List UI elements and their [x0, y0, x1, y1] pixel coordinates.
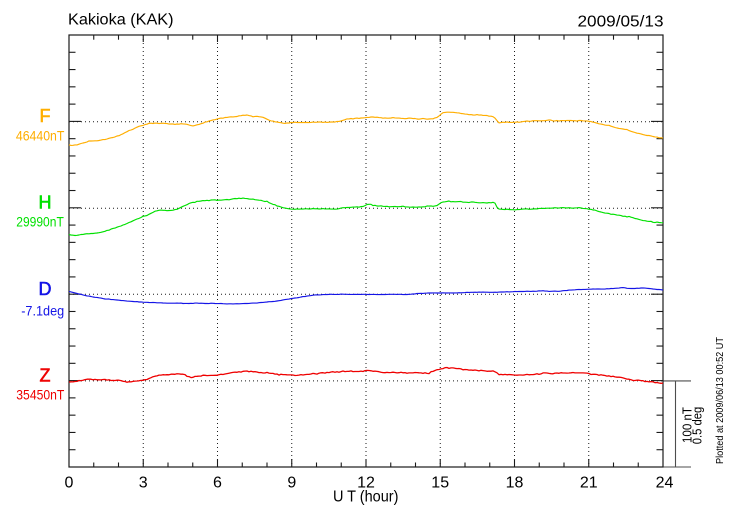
svg-text:Z: Z: [40, 366, 51, 386]
svg-text:H: H: [39, 193, 52, 213]
svg-text:Kakioka (KAK): Kakioka (KAK): [68, 12, 174, 29]
svg-text:0.5 deg: 0.5 deg: [689, 407, 704, 445]
svg-text:9: 9: [287, 475, 296, 492]
svg-text:46440nT: 46440nT: [16, 128, 65, 144]
svg-text:0: 0: [65, 475, 74, 492]
svg-text:15: 15: [431, 475, 449, 492]
svg-text:2009/05/13: 2009/05/13: [578, 13, 664, 30]
svg-text:35450nT: 35450nT: [16, 387, 64, 403]
svg-text:12: 12: [357, 475, 375, 492]
svg-text:29990nT: 29990nT: [16, 214, 64, 230]
svg-text:21: 21: [580, 475, 598, 492]
svg-text:6: 6: [213, 475, 222, 492]
svg-text:-7.1deg: -7.1deg: [21, 302, 64, 318]
svg-text:24: 24: [656, 475, 674, 492]
svg-text:18: 18: [506, 475, 524, 492]
svg-text:3: 3: [139, 475, 148, 492]
svg-text:100 nT: 100 nT: [680, 407, 695, 443]
svg-text:D: D: [39, 279, 52, 299]
svg-text:U T (hour): U T (hour): [333, 489, 399, 506]
svg-text:F: F: [40, 106, 51, 126]
svg-text:Plotted at 2009/06/13 00:52 UT: Plotted at 2009/06/13 00:52 UT: [714, 337, 726, 464]
